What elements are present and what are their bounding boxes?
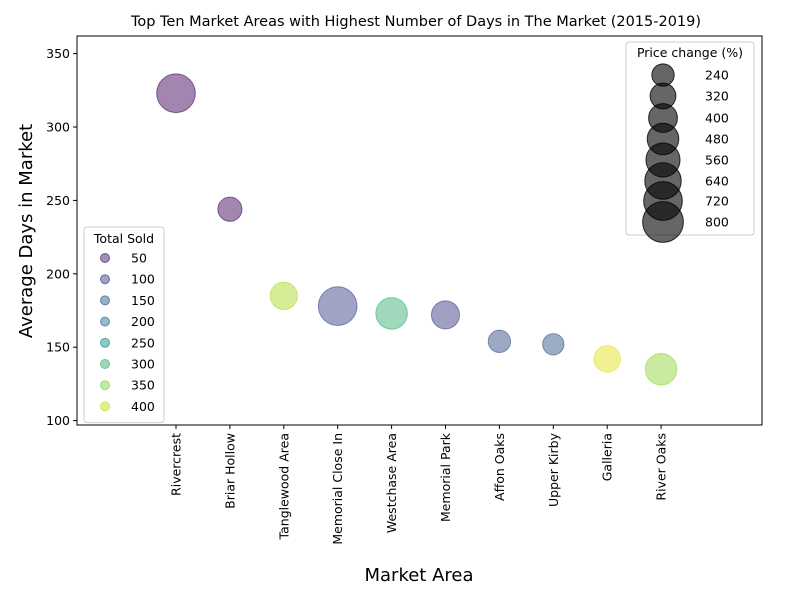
y-tick-label: 150	[46, 340, 70, 355]
x-tick-label: Tanglewood Area	[276, 433, 291, 540]
data-point	[375, 297, 408, 330]
x-tick-label: Rivercrest	[169, 433, 184, 496]
legend-total-sold: Total Sold 50 100 150 200 250 300 350 400	[83, 226, 165, 424]
data-point	[217, 196, 243, 222]
legend-label: 240	[705, 68, 729, 83]
data-point	[430, 300, 461, 330]
y-tick-label: 100	[46, 413, 70, 428]
legend-label: 400	[705, 111, 729, 126]
y-axis-title: Average Days in Market	[16, 124, 37, 338]
data-point	[269, 281, 298, 310]
data-point	[487, 329, 512, 353]
legend-label: 720	[705, 194, 729, 209]
legend-marker	[100, 295, 110, 306]
x-tick-label: Memorial Close In	[330, 433, 345, 545]
plot-area	[76, 35, 763, 426]
legend-label: 250	[131, 335, 155, 350]
legend-label: 480	[705, 132, 729, 147]
x-axis-title: Market Area	[364, 565, 473, 586]
chart-title: Top Ten Market Areas with Highest Number…	[130, 14, 701, 30]
y-tick-label: 300	[46, 120, 70, 135]
legend-label: 400	[131, 399, 155, 414]
legend-label: 200	[131, 314, 155, 329]
y-tick-label: 250	[46, 193, 70, 208]
legend-title: Total Sold	[93, 231, 154, 246]
legend-label: 150	[131, 293, 155, 308]
data-point	[593, 345, 621, 373]
legend-label: 800	[705, 215, 729, 230]
legend-marker	[100, 253, 110, 263]
legend-marker	[100, 359, 110, 369]
legend-marker	[100, 401, 110, 412]
x-tick-label: Memorial Park	[438, 432, 453, 522]
data-point	[156, 73, 196, 114]
legend-marker	[100, 380, 110, 391]
legend-marker	[642, 201, 684, 243]
x-tick-label: Upper Kirby	[546, 432, 561, 507]
legend-label: 560	[705, 153, 729, 168]
legend-label: 350	[131, 378, 155, 393]
x-tick-label: River Oaks	[654, 433, 669, 501]
y-axis: 100 150 200 250 300 350	[46, 46, 77, 428]
legend-label: 50	[131, 251, 147, 266]
legend-label: 320	[705, 89, 729, 104]
legend-title: Price change (%)	[637, 45, 743, 60]
legend-label: 100	[131, 272, 155, 287]
x-tick-label: Briar Hollow	[222, 433, 237, 509]
x-tick-label: Westchase Area	[384, 433, 399, 533]
data-points	[156, 73, 678, 386]
legend-marker	[100, 337, 110, 348]
data-point	[542, 333, 565, 356]
x-tick-label: Affon Oaks	[492, 433, 507, 501]
legend-marker	[100, 274, 110, 285]
legend-price-change: Price change (%) 240 320 400 480 560 640 720 800	[625, 41, 755, 243]
legend-label: 640	[705, 174, 729, 189]
x-axis: Rivercrest Briar Hollow Tanglewood Area Mem…	[169, 425, 669, 545]
data-point	[317, 286, 358, 326]
data-point	[644, 352, 678, 386]
y-tick-label: 200	[46, 266, 70, 281]
x-tick-label: Galleria	[600, 433, 615, 481]
legend-marker	[100, 316, 110, 327]
legend-label: 300	[131, 357, 155, 372]
y-tick-label: 350	[46, 46, 70, 61]
